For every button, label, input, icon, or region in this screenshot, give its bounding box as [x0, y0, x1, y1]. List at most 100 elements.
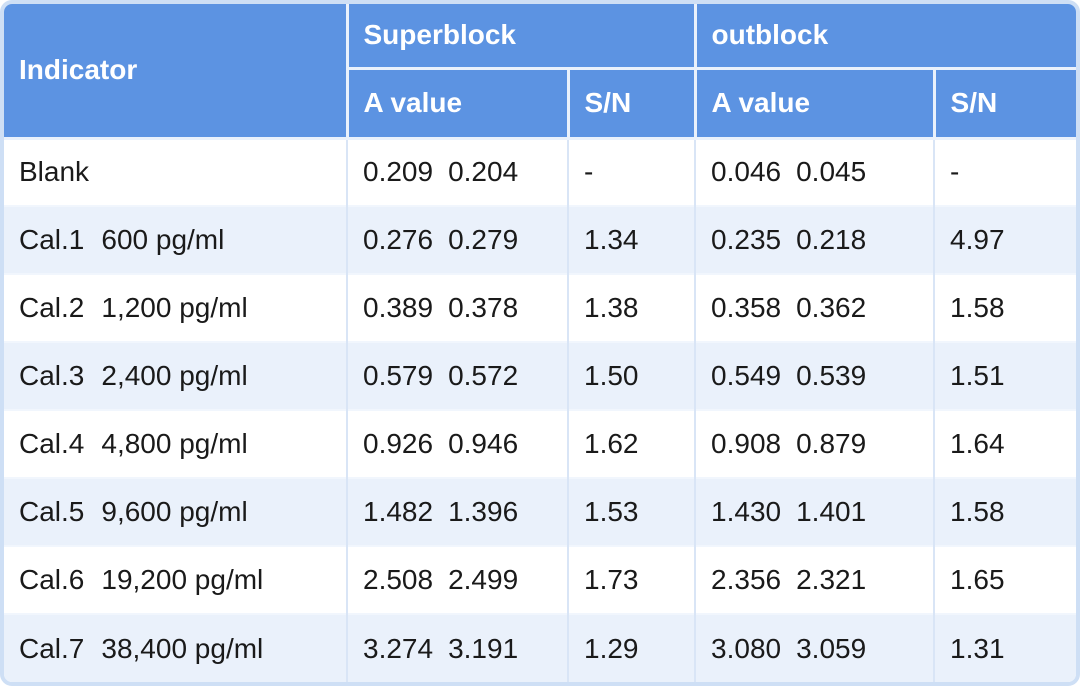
table-row-cal4: Cal.4 4,800 pg/ml 0.926 0.946 1.62 0.908 0.… — [4, 409, 1076, 478]
outblock-sn-cell: 1.65 — [934, 545, 1076, 614]
superblock-sn-cell: 1.34 — [568, 205, 697, 274]
indicator-name: Cal.5 — [19, 496, 85, 527]
superblock-a-value-cell: 2.508 2.499 — [347, 545, 569, 614]
a-value-2: 0.378 — [448, 292, 519, 323]
indicator-cell: Cal.2 1,200 pg/ml — [4, 273, 348, 342]
a-value-2: 0.045 — [796, 156, 867, 188]
indicator-cell: Cal.3 2,400 pg/ml — [4, 341, 348, 410]
superblock-sn-cell: 1.29 — [568, 613, 697, 682]
a-value-2: 3.191 — [448, 632, 519, 664]
a-value-2: 0.279 — [448, 224, 519, 255]
indicator-cell: Blank — [4, 138, 348, 206]
indicator-name: Cal.7 — [19, 632, 85, 664]
subheader-superblock-sn: S/N — [568, 68, 697, 140]
a-value-1: 2.356 — [711, 564, 782, 595]
subheader-outblock-sn: S/N — [934, 68, 1076, 140]
outblock-a-value-cell: 0.235 0.218 — [695, 205, 936, 274]
table-row-cal6: Cal.6 19,200 pg/ml 2.508 2.499 1.73 2.356 2… — [4, 545, 1076, 614]
table-row-cal5: Cal.5 9,600 pg/ml 1.482 1.396 1.53 1.430 1.… — [4, 477, 1076, 546]
a-value-1: 0.235 — [711, 224, 782, 255]
a-value-2: 2.499 — [448, 564, 519, 595]
superblock-a-value-cell: 0.389 0.378 — [347, 273, 569, 342]
outblock-sn-cell: - — [950, 156, 960, 188]
indicator-concentration: 4,800 pg/ml — [101, 428, 248, 459]
header-outblock: outblock — [695, 4, 1076, 70]
indicator-concentration: 19,200 pg/ml — [101, 564, 264, 595]
a-value-2: 0.218 — [796, 224, 867, 255]
a-value-2: 3.059 — [796, 632, 867, 664]
header-superblock: Superblock — [347, 4, 697, 70]
header-sub-row: A value S/N A value S/N — [4, 68, 1076, 140]
outblock-a-value-cell: 0.908 0.879 — [695, 409, 936, 478]
outblock-a-value-cell: 0.046 0.045 — [695, 138, 936, 206]
assay-results-table: Indicator Superblock outblock A value S/… — [4, 4, 1076, 682]
indicator-cell: Cal.7 38,400 pg/ml — [4, 613, 348, 682]
a-value-1: 3.274 — [363, 632, 434, 664]
table-row-cal2: Cal.2 1,200 pg/ml 0.389 0.378 1.38 0.358 0.… — [4, 273, 1076, 342]
a-value-2: 0.946 — [448, 428, 519, 459]
a-value-1: 3.080 — [711, 632, 782, 664]
a-value-1: 0.209 — [363, 156, 434, 188]
a-value-2: 0.879 — [796, 428, 867, 459]
a-value-1: 0.389 — [363, 292, 434, 323]
a-value-1: 0.549 — [711, 360, 782, 391]
outblock-sn-cell: 1.58 — [934, 273, 1076, 342]
header-indicator: Indicator — [4, 4, 349, 140]
outblock-a-value-cell: 2.356 2.321 — [695, 545, 936, 614]
a-value-1: 2.508 — [363, 564, 434, 595]
a-value-2: 0.572 — [448, 360, 519, 391]
a-value-2: 0.204 — [448, 156, 519, 188]
indicator-name: Cal.4 — [19, 428, 85, 459]
outblock-sn-cell: 1.58 — [934, 477, 1076, 546]
indicator-concentration: 1,200 pg/ml — [101, 292, 248, 323]
outblock-a-value-cell: 3.080 3.059 — [695, 613, 936, 682]
indicator-cell: Cal.1 600 pg/ml — [4, 205, 348, 274]
a-value-2: 0.362 — [796, 292, 867, 323]
superblock-a-value-cell: 0.209 0.204 — [347, 138, 569, 206]
indicator-cell: Cal.4 4,800 pg/ml — [4, 409, 348, 478]
indicator-name: Blank — [19, 156, 90, 188]
a-value-1: 1.482 — [363, 496, 434, 527]
a-value-2: 0.539 — [796, 360, 867, 391]
outblock-sn-cell: 1.64 — [934, 409, 1076, 478]
a-value-1: 1.430 — [711, 496, 782, 527]
superblock-a-value-cell: 1.482 1.396 — [347, 477, 569, 546]
superblock-sn-cell: 1.38 — [568, 273, 697, 342]
superblock-sn-cell: 1.50 — [568, 341, 697, 410]
a-value-1: 0.908 — [711, 428, 782, 459]
table-row-cal3: Cal.3 2,400 pg/ml 0.579 0.572 1.50 0.549 0.… — [4, 341, 1076, 410]
header-group-row: Indicator Superblock outblock — [4, 4, 1076, 140]
outblock-sn-cell: 4.97 — [934, 205, 1076, 274]
a-value-2: 1.396 — [448, 496, 519, 527]
indicator-name: Cal.1 — [19, 224, 85, 255]
indicator-cell: Cal.6 19,200 pg/ml — [4, 545, 348, 614]
indicator-concentration: 38,400 pg/ml — [101, 632, 264, 664]
superblock-a-value-cell: 3.274 3.191 — [347, 613, 569, 682]
superblock-sn-cell: 1.53 — [568, 477, 697, 546]
outblock-a-value-cell: 0.358 0.362 — [695, 273, 936, 342]
superblock-a-value-cell: 0.926 0.946 — [347, 409, 569, 478]
outblock-sn-cell: 1.51 — [934, 341, 1076, 410]
indicator-name: Cal.6 — [19, 564, 85, 595]
superblock-sn-cell: 1.62 — [568, 409, 697, 478]
a-value-1: 0.046 — [711, 156, 782, 188]
table-row-cal7: Cal.7 38,400 pg/ml 3.274 3.191 1.29 3.080 3… — [4, 613, 1076, 682]
table-row-blank: Blank 0.209 0.204 - 0.046 0.045 - — [4, 138, 1076, 206]
a-value-2: 2.321 — [796, 564, 867, 595]
a-value-1: 0.926 — [363, 428, 434, 459]
indicator-concentration: 9,600 pg/ml — [101, 496, 248, 527]
indicator-name: Cal.2 — [19, 292, 85, 323]
a-value-1: 0.276 — [363, 224, 434, 255]
superblock-a-value-cell: 0.579 0.572 — [347, 341, 569, 410]
a-value-2: 1.401 — [796, 496, 867, 527]
table-row-cal1: Cal.1 600 pg/ml 0.276 0.279 1.34 0.235 0.21… — [4, 205, 1076, 274]
outblock-a-value-cell: 1.430 1.401 — [695, 477, 936, 546]
indicator-concentration: 600 pg/ml — [101, 224, 225, 255]
a-value-1: 0.358 — [711, 292, 782, 323]
superblock-a-value-cell: 0.276 0.279 — [347, 205, 569, 274]
superblock-sn-cell: - — [568, 138, 697, 206]
a-value-1: 0.579 — [363, 360, 434, 391]
superblock-sn-cell: 1.73 — [568, 545, 697, 614]
subheader-outblock-a-value: A value — [695, 68, 936, 140]
